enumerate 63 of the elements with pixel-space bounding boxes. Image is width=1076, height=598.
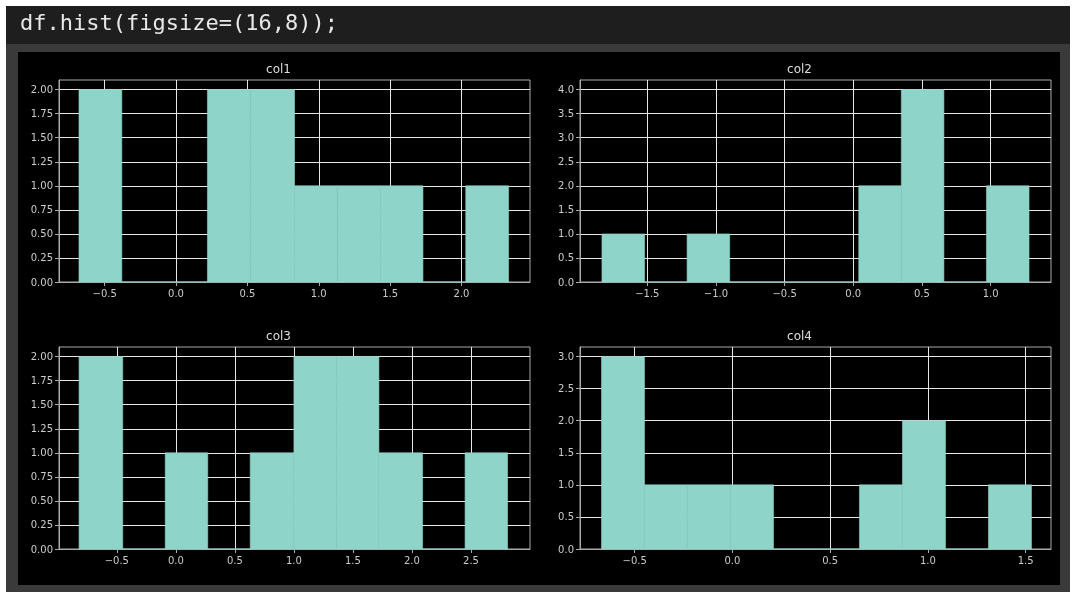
- y-tick-label: 1.0: [558, 479, 574, 491]
- y-tick-label: 0.5: [558, 511, 574, 523]
- chart-title: col4: [787, 329, 812, 343]
- y-tick-label: 1.75: [30, 375, 53, 387]
- y-tick-label: 0.0: [558, 543, 574, 555]
- y-tick-label: 1.00: [30, 180, 53, 192]
- x-tick-label: 0.5: [822, 554, 839, 566]
- y-tick-label: 0.75: [30, 204, 53, 216]
- y-tick-label: 1.25: [30, 423, 53, 435]
- x-tick-label: 0.0: [724, 554, 741, 566]
- x-tick-label: 0.5: [226, 554, 243, 566]
- x-tick-label: −0.5: [92, 287, 117, 299]
- x-tick-label: −0.5: [622, 554, 647, 566]
- chart-title: col3: [266, 329, 291, 343]
- y-tick-label: 2.0: [558, 180, 574, 192]
- x-tick-label: 1.5: [1017, 554, 1034, 566]
- y-tick-label: 1.0: [558, 228, 574, 240]
- y-tick-label: 0.00: [30, 276, 53, 288]
- x-tick-label: −1.0: [703, 287, 729, 299]
- x-tick-label: 1.5: [382, 287, 399, 299]
- y-tick-label: 0.50: [30, 228, 53, 240]
- x-tick-label: 0.0: [168, 287, 184, 299]
- y-tick-label: 0.5: [558, 252, 574, 264]
- chart-title: col2: [787, 62, 812, 76]
- x-tick-label: 2.5: [463, 554, 479, 566]
- y-tick-label: 1.5: [558, 447, 574, 459]
- y-tick-label: 1.50: [30, 132, 53, 144]
- y-tick-label: 3.0: [558, 132, 574, 144]
- x-tick-label: 1.5: [344, 554, 361, 566]
- y-tick-label: 0.75: [30, 471, 53, 483]
- x-tick-label: 0.5: [239, 287, 256, 299]
- x-tick-label: −0.5: [772, 287, 797, 299]
- y-tick-label: 1.5: [558, 204, 574, 216]
- y-tick-label: 1.25: [30, 156, 53, 168]
- y-tick-label: 1.00: [30, 447, 53, 459]
- y-tick-label: 1.75: [30, 108, 53, 120]
- x-tick-label: 1.0: [285, 554, 302, 566]
- y-tick-label: 2.00: [30, 351, 53, 363]
- y-tick-label: 2.5: [558, 383, 574, 395]
- y-tick-label: 2.00: [30, 84, 53, 96]
- text: df.hist(figsize=(16,8));: [20, 10, 338, 35]
- x-tick-label: 2.0: [453, 287, 470, 299]
- y-tick-label: 4.0: [558, 84, 574, 96]
- y-tick-label: 0.25: [30, 519, 53, 531]
- x-tick-label: 0.0: [167, 554, 184, 566]
- y-tick-label: 3.0: [558, 351, 574, 363]
- y-tick-label: 2.0: [558, 415, 574, 427]
- y-tick-label: 0.0: [558, 276, 574, 288]
- y-tick-label: 1.50: [30, 399, 53, 411]
- x-tick-label: 1.0: [919, 554, 936, 566]
- y-tick-label: 0.00: [30, 543, 53, 555]
- x-tick-label: 0.0: [845, 287, 862, 299]
- x-tick-label: 1.0: [982, 287, 999, 299]
- y-tick-label: 2.5: [558, 156, 574, 168]
- y-tick-label: 0.25: [30, 252, 53, 264]
- x-tick-label: 0.5: [913, 287, 930, 299]
- chart-title: col1: [266, 62, 291, 76]
- x-tick-label: 1.0: [310, 287, 327, 299]
- x-tick-label: −1.5: [635, 287, 660, 299]
- x-tick-label: −0.5: [104, 554, 129, 566]
- y-tick-label: 3.5: [558, 108, 574, 120]
- x-tick-label: 2.0: [404, 554, 420, 566]
- y-tick-label: 0.50: [30, 495, 53, 507]
